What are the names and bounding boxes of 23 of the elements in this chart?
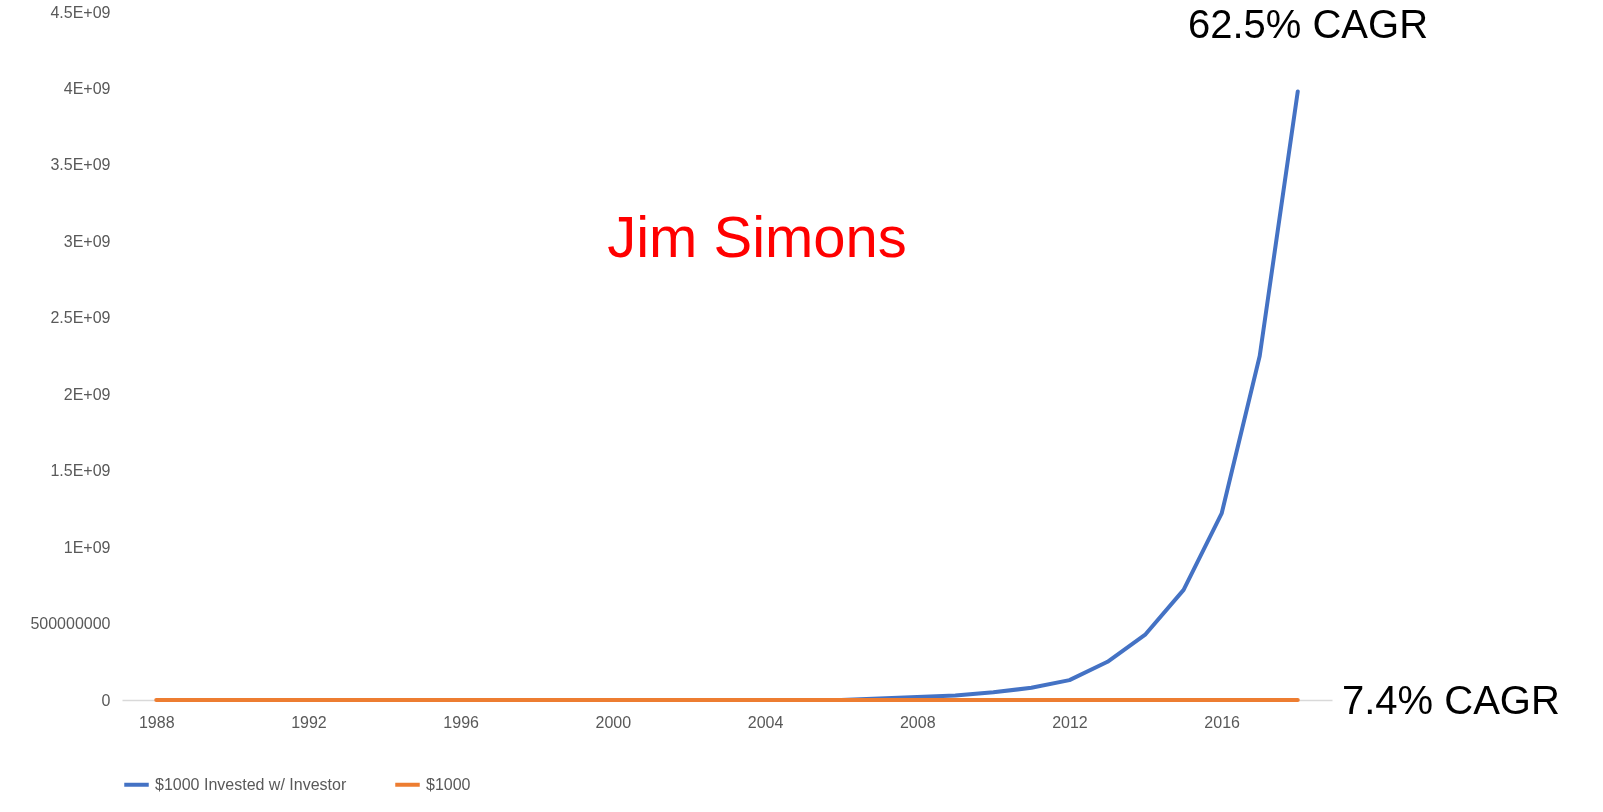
- legend-label: $1000 Invested w/ Investor: [155, 775, 347, 793]
- y-tick-label: 1.5E+09: [50, 462, 111, 480]
- y-tick-label: 2.5E+09: [50, 309, 111, 327]
- x-tick-label: 1996: [443, 713, 480, 731]
- y-tick-label: 2E+09: [63, 385, 111, 403]
- x-tick-label: 2008: [899, 713, 936, 731]
- text: 7.4% CAGR: [1342, 678, 1560, 722]
- y-tick-label: 0: [101, 691, 111, 709]
- x-tick-label: 2012: [1052, 713, 1088, 731]
- y-tick-label: 3.5E+09: [50, 156, 111, 174]
- legend-label: $1000: [426, 775, 471, 793]
- annotation: 62.5% CAGR: [1187, 2, 1429, 46]
- x-tick-label: 2000: [595, 713, 632, 731]
- x-tick-label: 2004: [747, 713, 784, 731]
- x-tick-label: 1988: [138, 713, 175, 731]
- y-tick-label: 4E+09: [63, 79, 111, 97]
- y-tick-label: 500000000: [30, 615, 111, 633]
- y-tick-label: 3E+09: [63, 232, 111, 250]
- x-tick-label: 2016: [1204, 713, 1241, 731]
- annotation: Jim Simons: [607, 204, 907, 269]
- y-tick-label: 4.5E+09: [50, 3, 111, 21]
- x-tick-label: 1992: [291, 713, 327, 731]
- y-tick-label: 1E+09: [63, 538, 111, 556]
